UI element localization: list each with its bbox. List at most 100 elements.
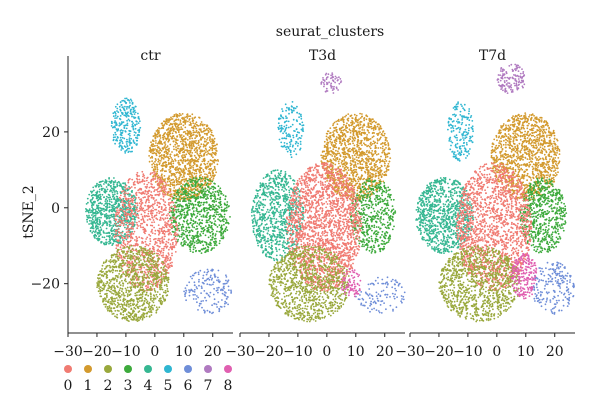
cluster-4-point (86, 221, 89, 223)
cluster-0-point (128, 214, 131, 217)
cluster-1-point (193, 162, 195, 164)
cluster-0-point (151, 214, 153, 217)
cluster-1-point (199, 169, 201, 172)
cluster-0-point (124, 195, 126, 198)
cluster-0-point (130, 186, 133, 188)
cluster-1-point (158, 140, 161, 143)
cluster-1-point (149, 147, 152, 150)
cluster-4-point (119, 191, 122, 193)
cluster-1-point (165, 155, 168, 158)
cluster-0-point (163, 186, 165, 189)
cluster-3-point (203, 247, 206, 250)
cluster-0-point (117, 240, 120, 243)
cluster-3-point (201, 248, 204, 251)
cluster-5-point (120, 104, 123, 106)
cluster-0-point (159, 210, 162, 213)
cluster-4-point (96, 184, 98, 187)
cluster-0-point (167, 191, 170, 194)
cluster-1-point (185, 115, 188, 118)
cluster-3-point (206, 209, 208, 212)
cluster-3-point (213, 186, 216, 189)
cluster-5-point (117, 128, 119, 130)
cluster-1-point (157, 151, 160, 154)
cluster-1-point (209, 147, 212, 150)
cluster-3-point (210, 226, 213, 228)
cluster-0-point (144, 204, 147, 207)
cluster-0-point (169, 206, 171, 209)
cluster-0-point (151, 186, 154, 189)
cluster-1-point (186, 113, 189, 116)
cluster-3-point (200, 201, 203, 204)
cluster-0-point (164, 194, 167, 196)
cluster-1-point (209, 136, 212, 138)
cluster-5-point (124, 130, 127, 133)
cluster-3-point (189, 196, 192, 199)
cluster-0-point (152, 207, 155, 209)
cluster-4-point (113, 193, 116, 196)
cluster-4-point (92, 196, 94, 199)
cluster-2-point (125, 289, 128, 292)
cluster-1-point (172, 162, 175, 165)
cluster-2-point (144, 309, 147, 312)
cluster-1-point (167, 119, 170, 122)
cluster-1-point (172, 115, 175, 118)
cluster-0-point (171, 200, 174, 203)
cluster-4-point (105, 215, 108, 218)
cluster-0-point (138, 178, 141, 181)
cluster-1-point (170, 118, 173, 120)
cluster-0-point (126, 222, 129, 224)
cluster-3-point (208, 243, 211, 246)
cluster-3-point (194, 184, 197, 187)
cluster-4-point (95, 191, 98, 194)
cluster-0-point (136, 243, 139, 246)
cluster-5-point (120, 123, 123, 125)
cluster-0-point (132, 197, 135, 200)
cluster-1-point (183, 175, 185, 178)
cluster-1-point (179, 119, 182, 122)
cluster-1-point (195, 172, 198, 175)
cluster-2-point (131, 248, 134, 251)
cluster-0-point (162, 247, 165, 250)
cluster-1-point (191, 189, 193, 192)
cluster-2-point (105, 259, 108, 261)
cluster-1-point (169, 155, 172, 158)
cluster-5-point (133, 113, 136, 115)
cluster-2-point (144, 297, 146, 300)
cluster-3-point (209, 239, 212, 241)
cluster-3-point (202, 232, 205, 235)
cluster-0-point (148, 189, 150, 192)
cluster-1-point (184, 126, 187, 129)
cluster-3-point (176, 199, 178, 202)
cluster-0-point (166, 255, 168, 258)
cluster-5-point (123, 124, 126, 127)
cluster-2-point (118, 273, 120, 275)
cluster-4-point (108, 184, 111, 186)
cluster-1-point (182, 145, 185, 148)
cluster-0-point (176, 227, 179, 229)
cluster-1-point (192, 140, 195, 143)
cluster-1-point (170, 137, 173, 140)
cluster-2-point (157, 257, 160, 260)
cluster-2-point (129, 302, 132, 305)
cluster-5-point (129, 112, 132, 115)
cluster-0-point (156, 286, 159, 288)
cluster-1-point (160, 158, 163, 160)
cluster-5-point (116, 107, 119, 110)
cluster-2-point (152, 275, 154, 278)
cluster-3-point (224, 195, 227, 198)
cluster-1-point (172, 140, 175, 143)
cluster-4-point (95, 224, 98, 227)
cluster-1-point (208, 149, 211, 151)
cluster-3-point (198, 201, 201, 204)
cluster-0-point (137, 182, 140, 185)
cluster-1-point (210, 167, 213, 170)
cluster-0-point (150, 204, 153, 207)
cluster-2-point (127, 266, 130, 269)
cluster-0-point (167, 213, 170, 215)
cluster-4-point (108, 217, 111, 220)
cluster-1-point (169, 195, 172, 198)
cluster-4-point (95, 228, 98, 231)
cluster-1-point (175, 169, 177, 172)
cluster-2-point (114, 289, 116, 292)
cluster-1-point (182, 156, 185, 159)
